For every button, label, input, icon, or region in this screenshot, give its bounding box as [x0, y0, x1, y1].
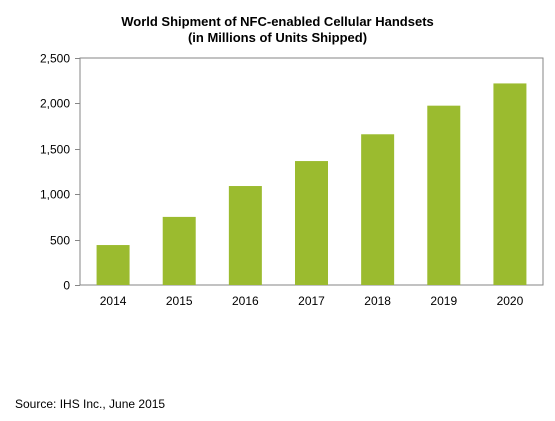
bar-2020 [493, 83, 527, 285]
x-tick-label: 2020 [497, 294, 524, 308]
x-tick-label: 2017 [298, 294, 325, 308]
bar-2017 [295, 161, 328, 285]
bar-2019 [427, 105, 461, 285]
bar-2014 [96, 245, 130, 285]
y-tick-label: 2,000 [40, 97, 70, 111]
source-note: Source: IHS Inc., June 2015 [15, 397, 166, 411]
y-tick-label: 0 [63, 279, 70, 293]
x-tick-label: 2016 [232, 294, 259, 308]
y-tick-label: 1,500 [40, 143, 70, 157]
y-tick-label: 1,000 [40, 188, 70, 202]
chart-subtitle: (in Millions of Units Shipped) [187, 30, 368, 45]
x-tick-label: 2018 [364, 294, 391, 308]
x-tick-label: 2019 [430, 294, 457, 308]
y-tick-label: 500 [50, 234, 70, 248]
bar-2018 [361, 134, 395, 285]
chart-title-block: World Shipment of NFC-enabled Cellular H… [0, 14, 555, 46]
bar-2015 [162, 216, 196, 285]
x-tick-label: 2015 [166, 294, 193, 308]
x-tick-label: 2014 [100, 294, 127, 308]
bar-2016 [228, 186, 262, 285]
chart-title: World Shipment of NFC-enabled Cellular H… [121, 14, 434, 29]
y-tick-label: 2,500 [40, 52, 70, 66]
